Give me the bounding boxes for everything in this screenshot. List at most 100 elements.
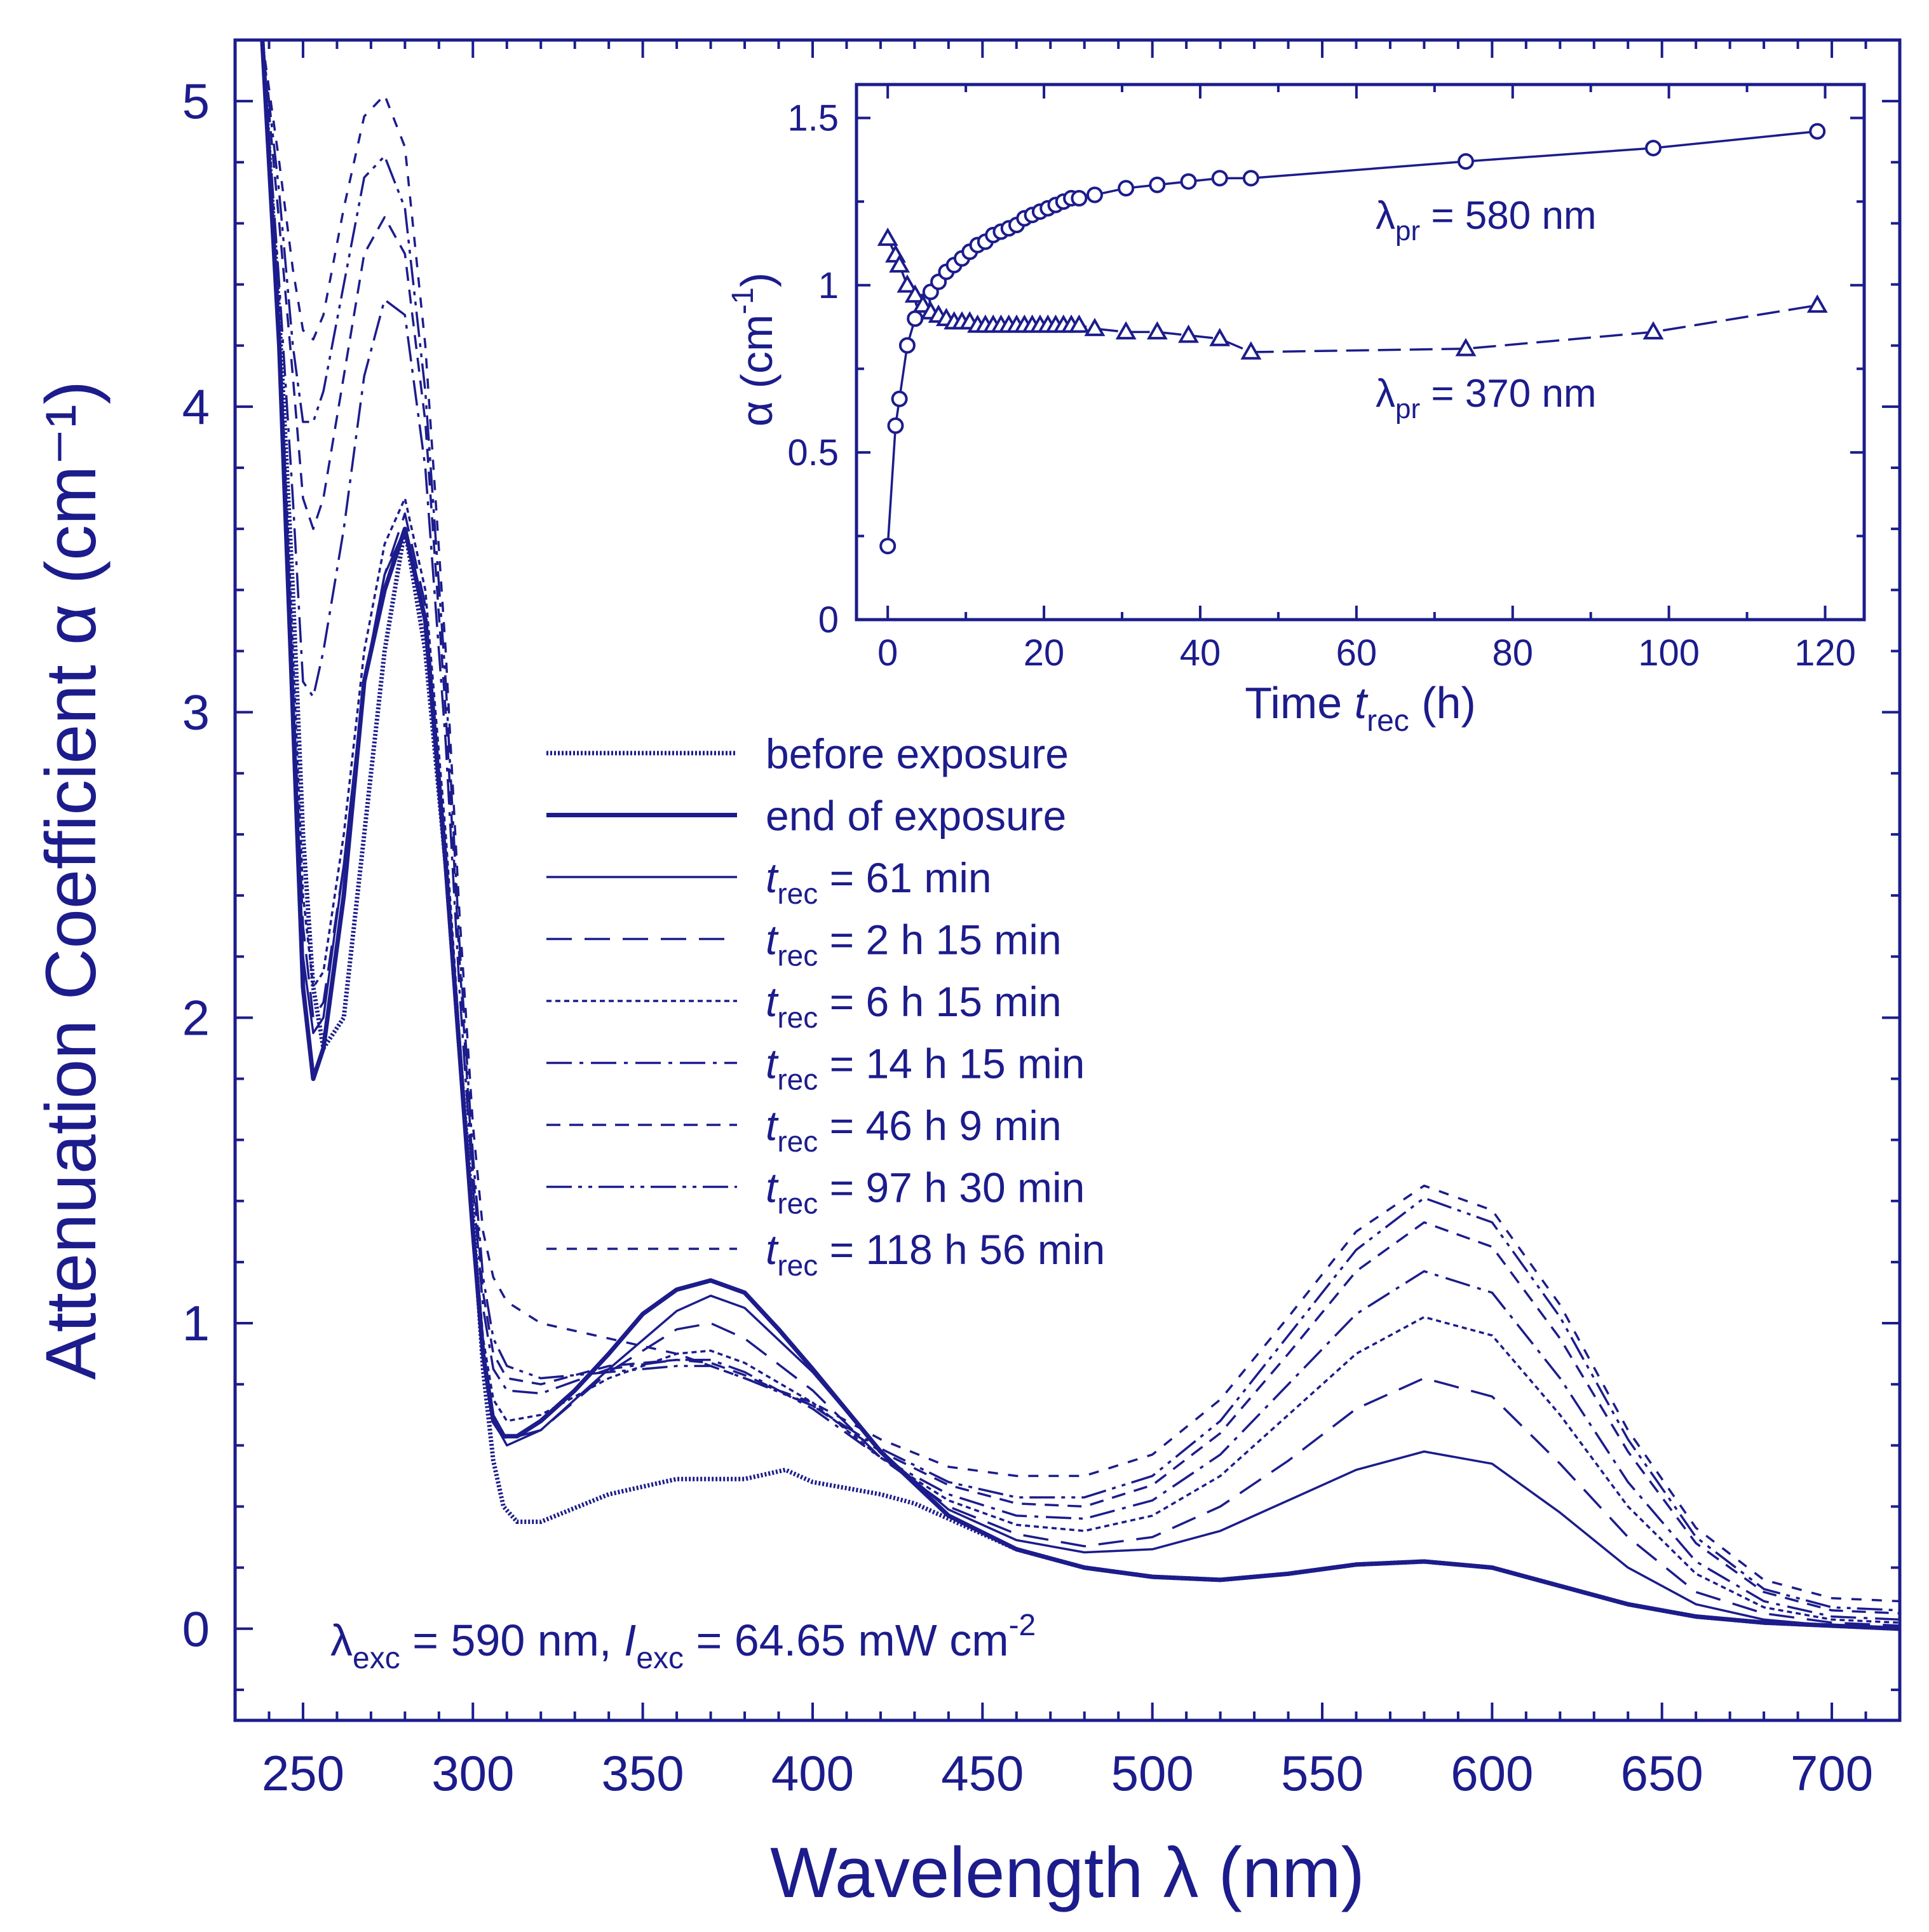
inset-label-580: λpr = 580 nm	[1376, 194, 1597, 247]
inset-tick-labels: 0 20 40 60 80 100 120 0 0.5 1 1.5	[787, 98, 1856, 674]
legend-label-symbol: t	[766, 1226, 779, 1273]
inset-x-label-symbol: t	[1355, 678, 1369, 728]
inset-x-axis-label: Time trec (h)	[1245, 678, 1476, 738]
inset-x-tick-label: 80	[1492, 632, 1533, 674]
series-line-3	[261, 40, 1900, 1627]
series-line-4	[261, 40, 1900, 1624]
inset-y-label-text: (cm	[732, 315, 782, 401]
inset-label-370-sub: pr	[1395, 393, 1420, 425]
inset-point-370	[904, 284, 926, 303]
inset-y-axis-label: α (cm-1)	[726, 273, 782, 427]
annot-lambda-sub: exc	[353, 1642, 400, 1675]
legend-label-sub: rec	[777, 877, 818, 910]
x-tick-label: 500	[1111, 1745, 1194, 1801]
inset-point-370	[1084, 318, 1106, 336]
legend-label-symbol: t	[766, 1040, 779, 1087]
annot-i-symbol: I	[624, 1616, 636, 1665]
x-tick-label: 600	[1451, 1745, 1533, 1801]
legend-label-symbol: t	[766, 1102, 779, 1149]
legend-label-text: = 6 h 15 min	[818, 978, 1061, 1025]
legend-label-sub: rec	[777, 1001, 818, 1034]
inset-y-tick-label: 0.5	[787, 432, 839, 473]
inset-point-370	[1240, 341, 1262, 360]
y-tick-label: 1	[182, 1295, 210, 1351]
inset-point-580	[1180, 173, 1197, 190]
y-tick-label: 3	[182, 684, 210, 740]
inset-point-370	[897, 274, 918, 293]
inset-y-label-close: )	[732, 273, 782, 287]
inset-point-580	[1242, 170, 1259, 187]
inset-label-370-value: = 370 nm	[1420, 372, 1596, 416]
legend-label-symbol: t	[766, 916, 779, 963]
legend-label-6: trec = 46 h 9 min	[766, 1102, 1062, 1158]
annot-i-sub: exc	[636, 1642, 684, 1675]
inset-point-580	[891, 390, 908, 407]
inset-point-580	[1457, 153, 1474, 170]
legend-label-sub: rec	[777, 1063, 818, 1096]
main-y-axis-label: Attenuation Coefficient α (cm⁻¹)	[31, 381, 111, 1380]
inset-point-370	[1806, 294, 1828, 313]
legend-label-8: trec = 118 h 56 min	[766, 1226, 1105, 1282]
legend-label-symbol: t	[766, 978, 779, 1025]
legend-label-5: trec = 14 h 15 min	[766, 1040, 1085, 1096]
y-tick-label: 0	[182, 1601, 210, 1657]
inset-point-370	[1068, 314, 1090, 333]
inset-point-580	[1211, 170, 1228, 187]
inset-plot-frame	[855, 83, 1866, 622]
inset-ticks	[856, 85, 1864, 621]
inset-point-370	[1642, 321, 1664, 340]
legend-label-4: trec = 6 h 15 min	[766, 978, 1062, 1034]
y-tick-label: 2	[182, 990, 210, 1045]
legend-label-7: trec = 97 h 30 min	[766, 1164, 1085, 1220]
y-tick-label: 4	[182, 379, 210, 435]
legend-label-2: trec = 61 min	[766, 854, 992, 910]
x-tick-label: 300	[431, 1745, 514, 1801]
annot-lambda-value: = 590 nm,	[400, 1616, 624, 1665]
inset-point-370	[877, 228, 898, 246]
legend-label-sub: rec	[777, 1187, 818, 1220]
excitation-annotation: λexc = 590 nm, Iexc = 64.65 mW cm-2	[330, 1609, 1036, 1675]
inset-x-tick-label: 0	[877, 632, 898, 674]
legend-label-symbol: t	[766, 1164, 779, 1211]
inset-y-tick-label: 1	[818, 265, 839, 306]
inset-point-580	[879, 538, 897, 555]
legend-label-text: = 61 min	[818, 854, 991, 901]
inset-point-580	[1149, 176, 1166, 193]
main-ticks	[235, 40, 1901, 1720]
legend-label-text: = 14 h 15 min	[818, 1040, 1085, 1087]
legend-label-text: = 97 h 30 min	[818, 1164, 1085, 1211]
y-tick-label: 5	[182, 73, 210, 129]
inset-point-580	[1118, 180, 1135, 197]
inset-x-tick-label: 40	[1180, 632, 1221, 674]
inset-point-370	[1209, 327, 1231, 346]
x-tick-label: 700	[1790, 1745, 1873, 1801]
legend-label-0: before exposure	[766, 730, 1069, 777]
annot-i-value: = 64.65 mW cm	[684, 1616, 1009, 1665]
inset-point-580	[887, 417, 904, 434]
legend-label-text: = 46 h 9 min	[818, 1102, 1061, 1149]
inset-x-label-text: Time	[1245, 678, 1354, 728]
inset-point-370	[889, 254, 910, 273]
series-line-6	[261, 40, 1900, 1615]
legend-label-sub: rec	[777, 1249, 818, 1282]
inset-point-580	[1086, 186, 1103, 203]
inset-label-580-value: = 580 nm	[1420, 194, 1596, 238]
inset-y-tick-label: 1.5	[787, 98, 839, 139]
legend-label-text: = 2 h 15 min	[818, 916, 1061, 963]
legend-label-sub: rec	[777, 939, 818, 972]
inset-point-580	[1809, 123, 1826, 140]
inset-background	[856, 85, 1864, 620]
inset-x-tick-label: 20	[1024, 632, 1065, 674]
annot-lambda-symbol: λ	[330, 1616, 353, 1665]
inset-label-370-symbol: λ	[1376, 372, 1395, 416]
inset-label-580-sub: pr	[1395, 215, 1420, 247]
inset-point-370	[1178, 324, 1199, 343]
inset-x-label-unit: (h)	[1409, 678, 1476, 728]
x-tick-label: 250	[262, 1745, 344, 1801]
x-tick-label: 650	[1621, 1745, 1703, 1801]
inset-point-370	[1115, 321, 1137, 340]
inset-y-tick-label: 0	[818, 599, 839, 641]
inset-point-580	[1645, 139, 1662, 156]
